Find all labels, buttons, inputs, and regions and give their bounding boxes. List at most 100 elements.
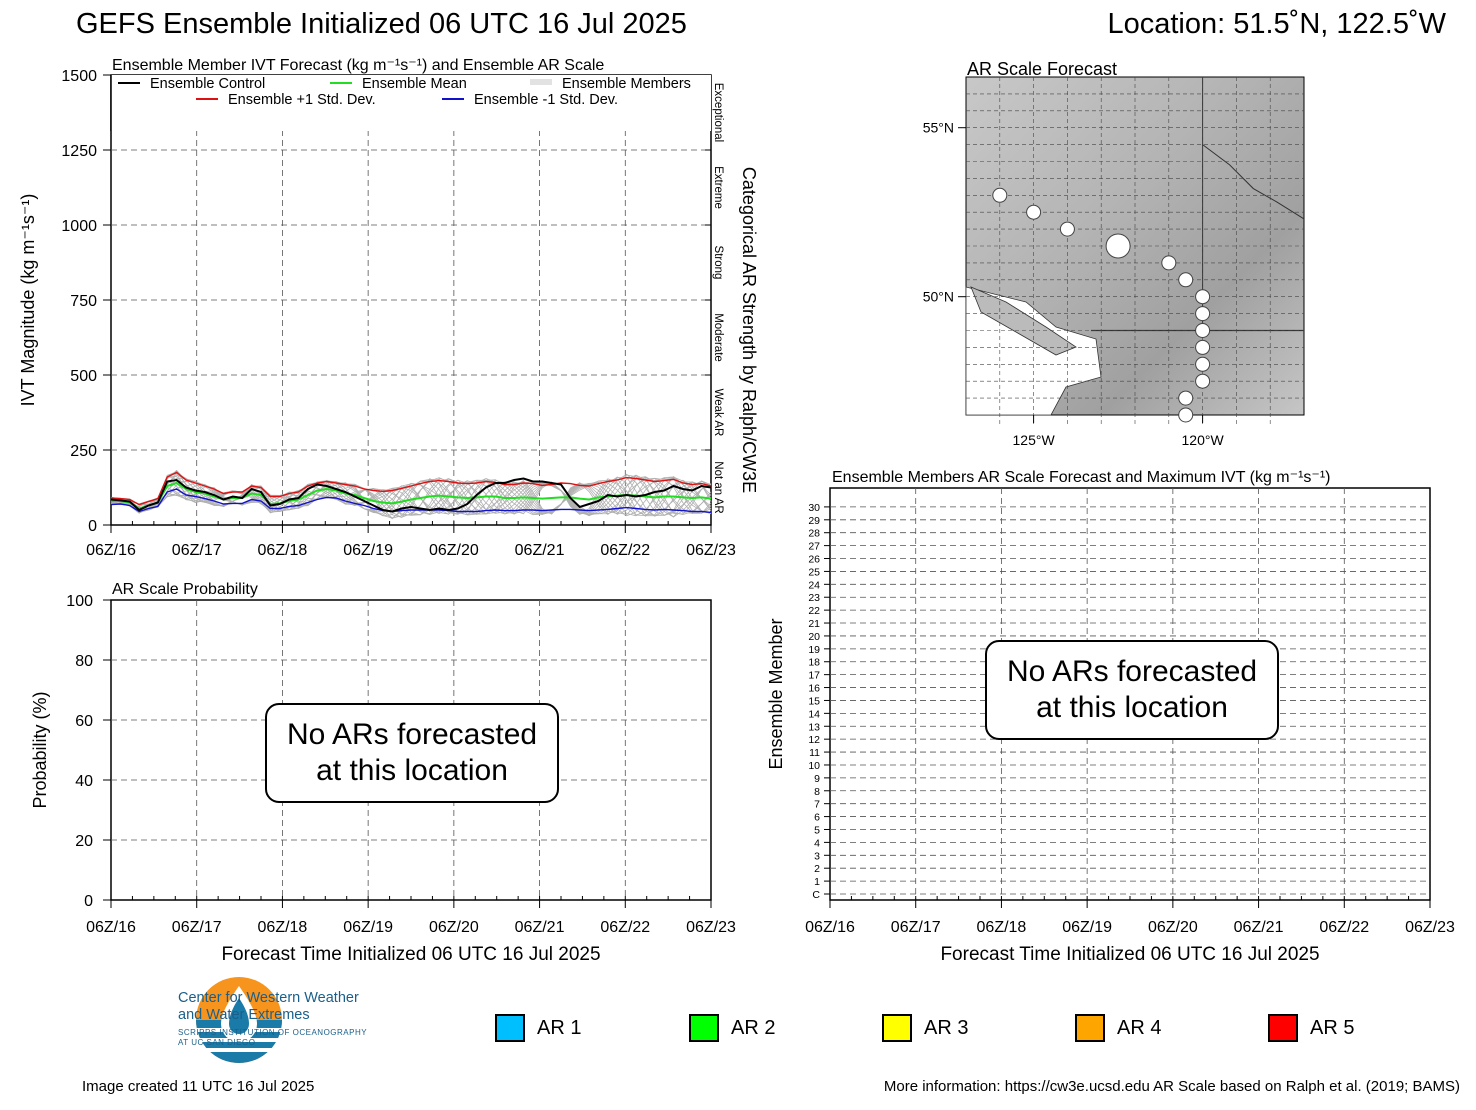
member-label: 28	[808, 528, 820, 540]
map-grid-point	[1105, 233, 1131, 259]
ensemble-member-line	[110, 479, 712, 516]
ivt-ytick-label: 0	[88, 518, 97, 535]
ar-legend-label: AR 4	[1117, 1016, 1162, 1039]
category-label: Moderate	[712, 313, 724, 362]
alberta-border	[1202, 144, 1305, 220]
prob-xtick-label: 06Z/17	[172, 919, 222, 936]
prob-xtick-label: 06Z/23	[686, 919, 736, 936]
member-label: 2	[814, 863, 820, 875]
logo-line1: Center for Western Weather	[178, 990, 359, 1006]
prob-ytick-label: 40	[75, 773, 93, 790]
prob-ytick-label: 0	[84, 893, 93, 910]
prob-xtick-label: 06Z/16	[86, 919, 136, 936]
ivt-ytick-label: 1000	[61, 218, 97, 235]
prob-chart-title: AR Scale Probability	[112, 581, 258, 598]
ar-legend-item: AR 3	[882, 1012, 968, 1044]
member-label: 6	[814, 812, 820, 824]
legend-label-members: Ensemble Members	[562, 76, 691, 92]
ensemble-member-line	[110, 476, 712, 517]
member-label: 25	[808, 566, 820, 578]
member-label: 30	[808, 502, 820, 514]
prob-no-ar-note: No ARs forecasted at this location	[265, 703, 559, 803]
ar-legend-label: AR 2	[731, 1016, 776, 1039]
ar-legend-label: AR 1	[537, 1016, 582, 1039]
ivt-xtick-label: 06Z/22	[600, 542, 650, 559]
prob-xtick-label: 06Z/18	[258, 919, 308, 936]
member-label: 14	[808, 708, 820, 720]
member-label: 13	[808, 721, 820, 733]
map-lon-label: 125°W	[1013, 432, 1056, 448]
ar-legend-label: AR 5	[1310, 1016, 1355, 1039]
member-label: 22	[808, 605, 820, 617]
series-line-control	[110, 477, 712, 513]
member-xtick-label: 06Z/21	[1234, 919, 1284, 936]
map-grid-point	[992, 187, 1008, 203]
category-label: Exceptional	[712, 83, 724, 142]
member-label: 8	[814, 786, 820, 798]
logo-subtext: SCRIPPS INSTITUTION OF OCEANOGRAPHY AT U…	[178, 1028, 367, 1048]
ar-legend-swatch	[882, 1014, 912, 1042]
legend-label-mean: Ensemble Mean	[362, 76, 467, 92]
member-xtick-label: 06Z/17	[891, 919, 941, 936]
member-label: 27	[808, 541, 820, 553]
ivt-xtick-label: 06Z/19	[343, 542, 393, 559]
category-label: Not an AR	[712, 461, 724, 513]
ivt-ytick-label: 1500	[61, 68, 97, 85]
ivt-xtick-label: 06Z/16	[86, 542, 136, 559]
ivt-xtick-label: 06Z/21	[515, 542, 565, 559]
logo-line2: and Water Extremes	[178, 1007, 310, 1023]
member-label: 5	[814, 824, 820, 836]
ivt-chart: Ensemble Member IVT Forecast (kg m⁻¹s⁻¹)…	[18, 57, 759, 559]
category-label: Extreme	[712, 166, 724, 209]
ivt-xtick-label: 06Z/23	[686, 542, 736, 559]
map-lat-label: 55°N	[923, 120, 954, 136]
member-label: 4	[814, 837, 820, 849]
ar-legend-label: AR 3	[924, 1016, 969, 1039]
prob-no-ar-note-text: No ARs forecasted at this location	[286, 718, 538, 787]
member-no-ar-note: No ARs forecasted at this location	[985, 640, 1279, 740]
probability-chart: AR Scale Probability 0 20 40 60 80 100 06Z/16 06…	[30, 581, 736, 965]
prob-ytick-label: 100	[66, 593, 93, 610]
ivt-ytick-label: 1250	[61, 143, 97, 160]
page-title: GEFS Ensemble Initialized 06 UTC 16 Jul …	[76, 8, 687, 40]
member-label: 24	[808, 579, 820, 591]
location-title: Location: 51.5˚N, 122.5˚W	[1107, 8, 1446, 40]
ar-legend-swatch	[1075, 1014, 1105, 1042]
member-label: 26	[808, 554, 820, 566]
image-created-text: Image created 11 UTC 16 Jul 2025	[82, 1078, 315, 1095]
member-ylabel: Ensemble Member	[766, 618, 786, 769]
legend-label-minus-std: Ensemble -1 Std. Dev.	[474, 92, 618, 108]
member-xlabel: Forecast Time Initialized 06 UTC 16 Jul …	[940, 944, 1319, 965]
member-xtick-label: 06Z/20	[1148, 919, 1198, 936]
map-grid-point	[1195, 306, 1211, 322]
map-grid-point	[1195, 339, 1211, 355]
ensemble-member-line	[110, 476, 712, 519]
member-label: 29	[808, 515, 820, 527]
member-xtick-label: 06Z/18	[977, 919, 1027, 936]
member-xtick-label: 06Z/23	[1405, 919, 1455, 936]
map-grid-point	[1195, 373, 1211, 389]
member-chart-title: Ensemble Members AR Scale Forecast and M…	[832, 469, 1331, 486]
member-label: 15	[808, 695, 820, 707]
ivt-legend-bg	[111, 75, 711, 131]
prob-ytick-label: 80	[75, 653, 93, 670]
ar-legend-item: AR 5	[1268, 1012, 1354, 1044]
member-no-ar-note-text: No ARs forecasted at this location	[1006, 655, 1258, 724]
ivt-ytick-label: 750	[70, 293, 97, 310]
member-label: 11	[809, 747, 820, 759]
ar-scale-map: AR Scale Forecast 55°N 50°N 125°W 120°W	[923, 59, 1305, 448]
map-grid-point	[1195, 356, 1211, 372]
member-label: 7	[814, 799, 820, 811]
ivt-chart-title: Ensemble Member IVT Forecast (kg m⁻¹s⁻¹)…	[112, 57, 604, 74]
ensemble-member-line	[110, 473, 712, 517]
ensemble-member-line	[110, 469, 712, 517]
ar-legend-item: AR 4	[1075, 1012, 1161, 1044]
map-grid-point	[1178, 407, 1194, 423]
map-grid-point	[1161, 255, 1177, 271]
map-grid-point	[1195, 323, 1211, 338]
map-lat-label: 50°N	[923, 289, 954, 305]
prob-ytick-label: 60	[75, 713, 93, 730]
member-xtick-label: 06Z/16	[805, 919, 855, 936]
member-label: C	[812, 889, 820, 901]
map-grid-point	[1026, 204, 1042, 220]
